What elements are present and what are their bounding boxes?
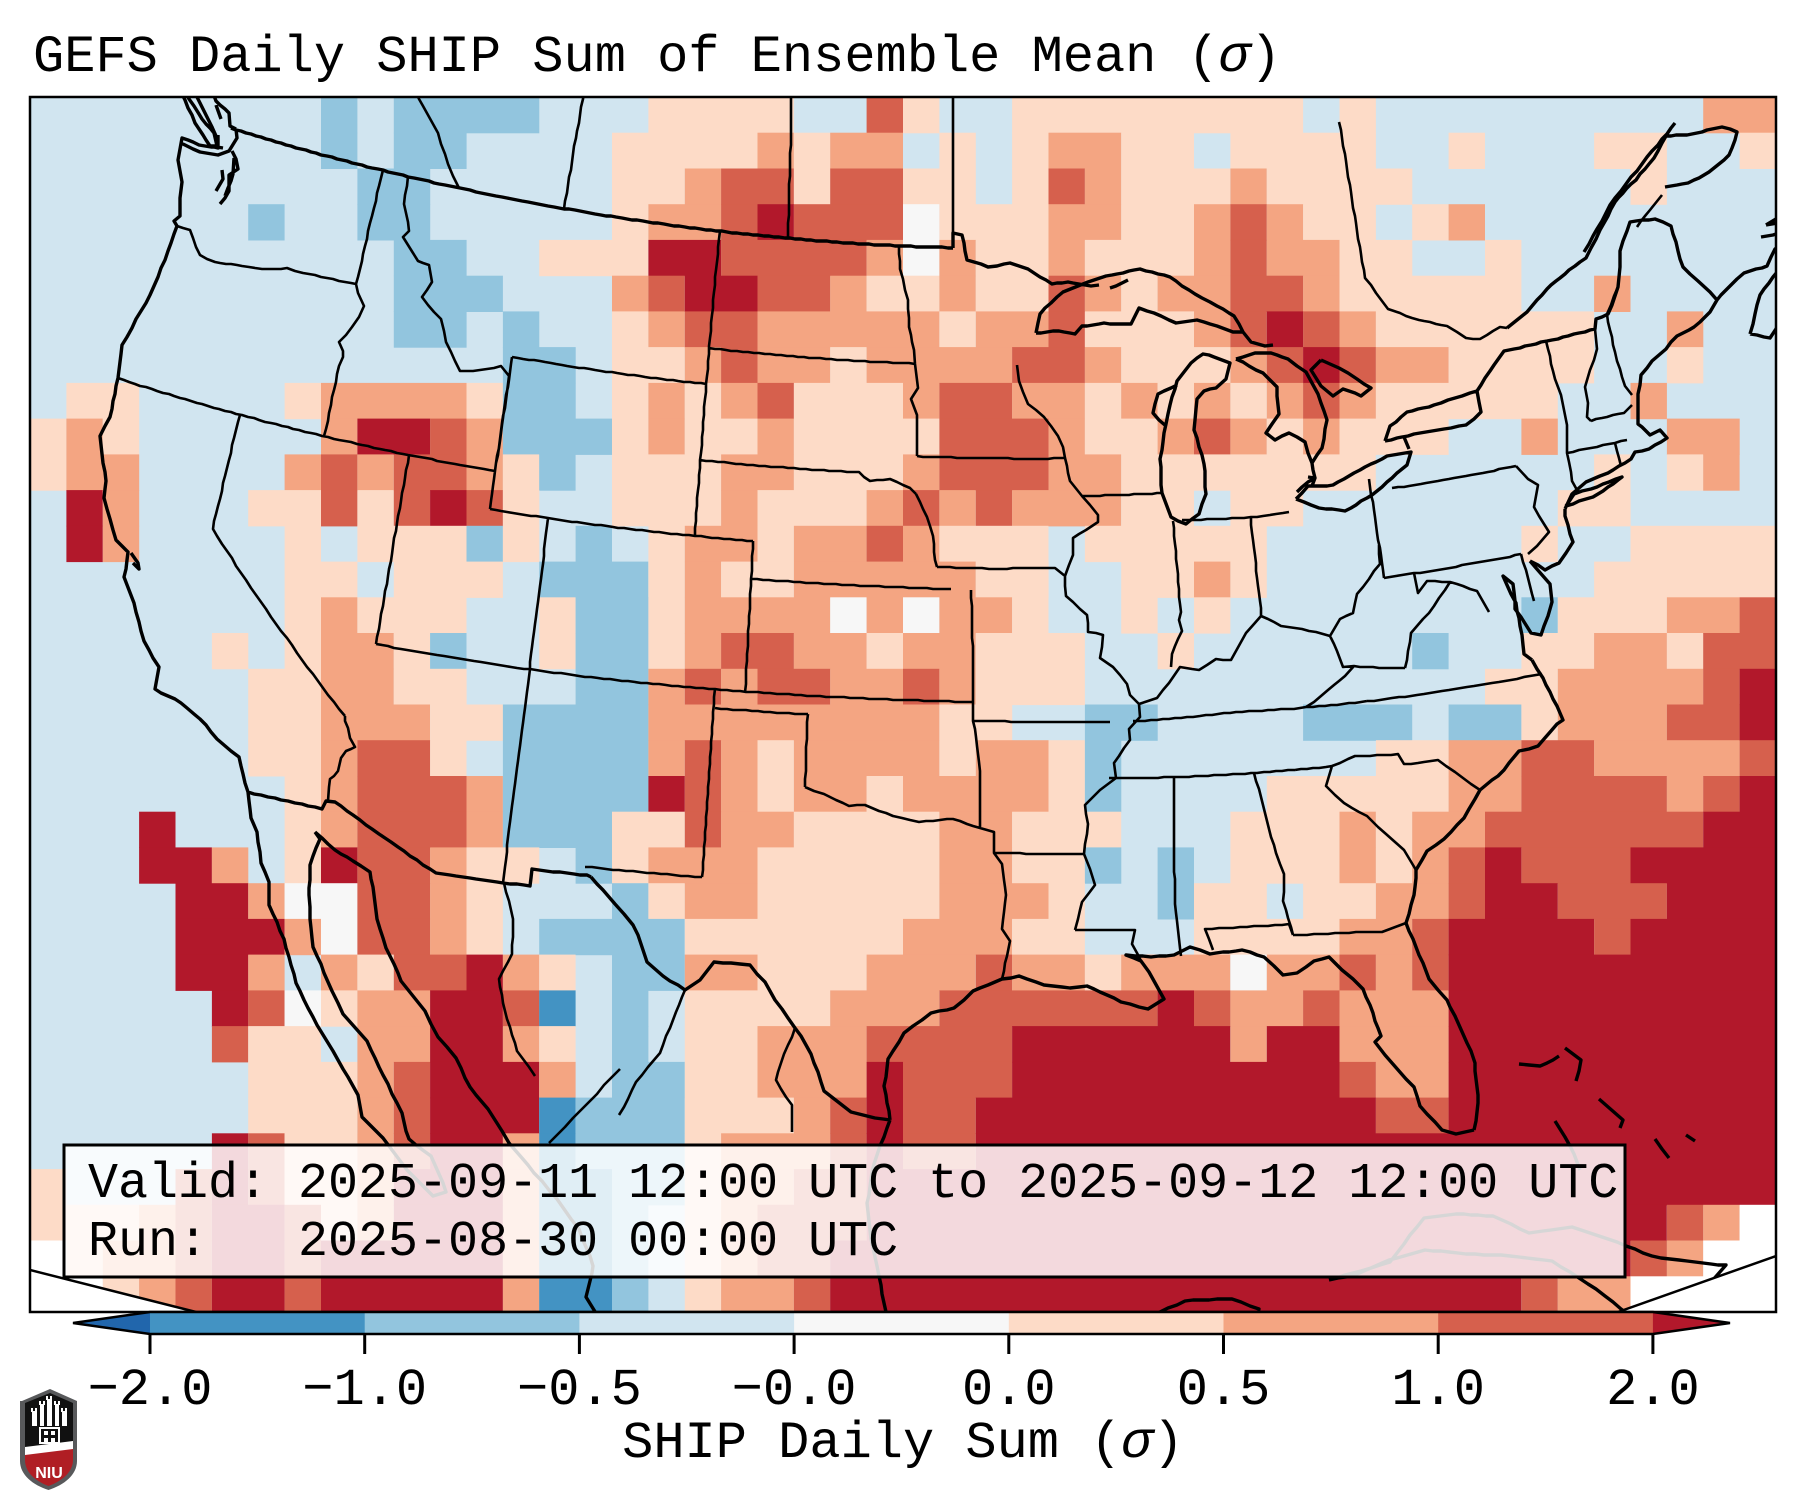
- svg-text:0.5: 0.5: [1177, 1361, 1271, 1420]
- svg-text:Valid: 2025-09-11 12:00 UTC to: Valid: 2025-09-11 12:00 UTC to 2025-09-1…: [88, 1156, 1618, 1213]
- svg-text:GEFS Daily SHIP Sum of Ensembl: GEFS Daily SHIP Sum of Ensemble Mean (σ): [33, 28, 1281, 87]
- svg-text:SHIP Daily Sum (σ): SHIP Daily Sum (σ): [622, 1414, 1184, 1473]
- svg-text:Run: 2025-08-30 00:00 UTC: Run: 2025-08-30 00:00 UTC: [88, 1214, 898, 1271]
- svg-text:−2.0: −2.0: [88, 1361, 213, 1420]
- svg-text:−1.0: −1.0: [302, 1361, 427, 1420]
- svg-text:−0.5: −0.5: [517, 1361, 642, 1420]
- svg-text:NIU: NIU: [35, 1465, 63, 1482]
- svg-text:−0.0: −0.0: [732, 1361, 857, 1420]
- svg-text:2.0: 2.0: [1606, 1361, 1700, 1420]
- svg-text:0.0: 0.0: [962, 1361, 1056, 1420]
- svg-text:1.0: 1.0: [1391, 1361, 1485, 1420]
